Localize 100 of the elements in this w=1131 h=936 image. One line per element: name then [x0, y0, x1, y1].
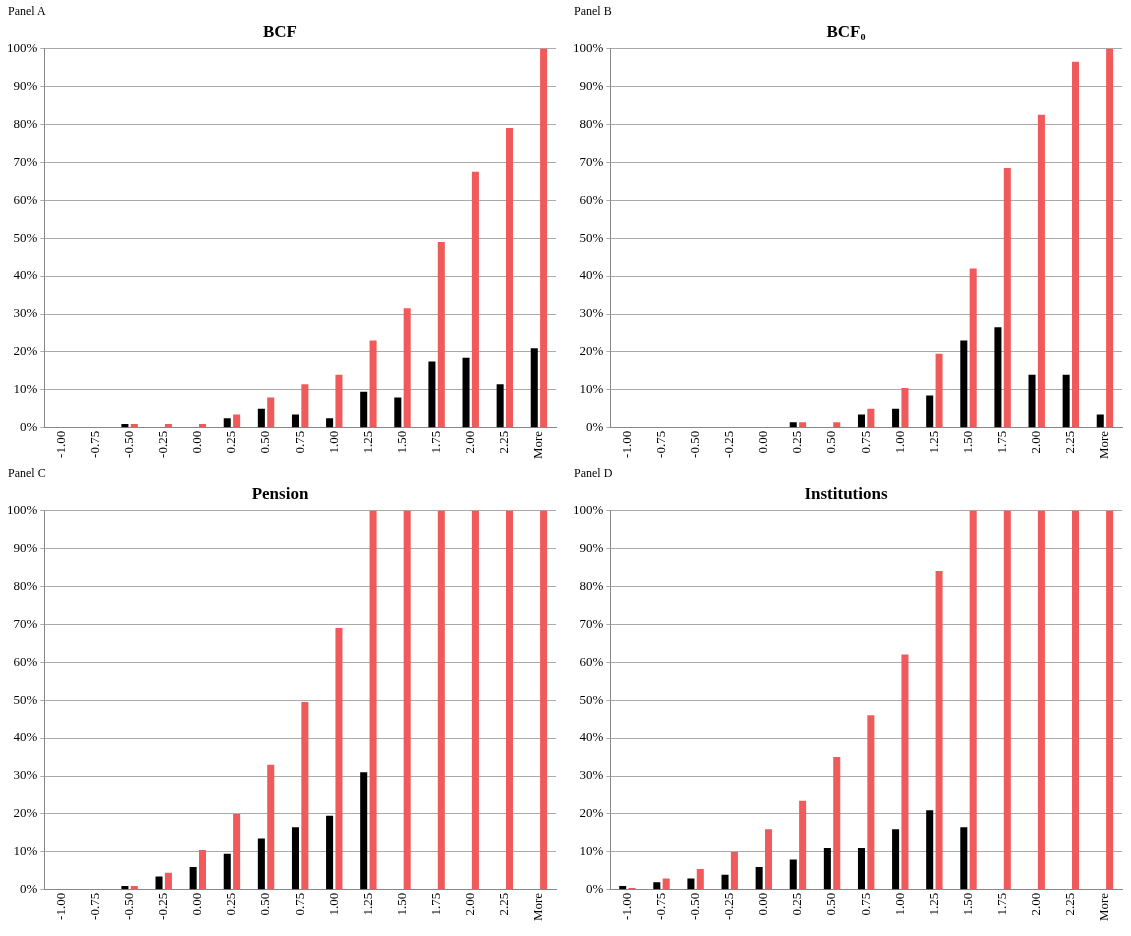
x-tick-label: 2.00 [462, 430, 478, 454]
x-tick-label: 1.00 [325, 430, 341, 454]
bar [730, 851, 738, 890]
bar [233, 414, 241, 428]
x-tick-label: -0.25 [721, 892, 737, 920]
bar [155, 876, 163, 890]
x-tick-label: 0.50 [257, 430, 273, 454]
x-tick-label: 0.75 [857, 892, 873, 916]
y-tick-label: 40% [13, 267, 38, 283]
x-tick-label: -0.50 [121, 430, 137, 458]
x-tick-label: 0.25 [223, 430, 239, 454]
bar [506, 510, 514, 890]
x-tick-label: 1.50 [393, 892, 409, 916]
chart-subtitle: Panel B [573, 4, 613, 20]
bar [892, 829, 900, 890]
bar [223, 418, 231, 428]
bar [789, 422, 797, 428]
x-tick-label: -1.00 [52, 430, 68, 458]
bar [360, 391, 368, 428]
y-tick-label: 90% [579, 539, 604, 555]
x-tick-label: More [530, 892, 546, 922]
bar [960, 340, 968, 428]
bar [857, 414, 865, 428]
x-tick-label: 0.50 [823, 892, 839, 916]
x-tick-label: 1.00 [891, 430, 907, 454]
bar [969, 510, 977, 890]
x-tick-label: -0.75 [86, 430, 102, 458]
x-tick-label: 1.50 [393, 430, 409, 454]
bar [935, 571, 943, 890]
x-tick-label: -0.25 [721, 430, 737, 458]
bar [789, 859, 797, 890]
x-tick-label: 1.50 [959, 892, 975, 916]
bar [892, 408, 900, 428]
x-tick-label: -0.50 [121, 892, 137, 920]
x-tick-label: 0.25 [789, 430, 805, 454]
x-tick-label: 2.25 [1062, 892, 1078, 916]
x-tick-label: 0.75 [291, 892, 307, 916]
y-tick-label: 80% [579, 577, 604, 593]
y-tick-label: 30% [579, 767, 604, 783]
y-tick-label: 90% [13, 77, 38, 93]
bar [823, 848, 831, 890]
bar [687, 878, 695, 890]
y-tick-label: 30% [579, 305, 604, 321]
bar [121, 886, 129, 890]
bar [1096, 414, 1104, 428]
bar [267, 764, 275, 890]
y-tick-label: 40% [579, 267, 604, 283]
x-tick-label: 2.25 [1062, 430, 1078, 454]
y-tick-label: 80% [13, 115, 38, 131]
y-tick-label: 60% [579, 191, 604, 207]
bar [471, 510, 479, 890]
y-tick-label: 100% [572, 39, 604, 55]
y-tick-label: 80% [13, 577, 38, 593]
bar [765, 829, 773, 890]
x-tick-label: -0.75 [652, 892, 668, 920]
x-tick-label: 0.00 [755, 892, 771, 916]
bar [506, 128, 514, 428]
bar [969, 268, 977, 428]
bar [530, 348, 538, 428]
bar [164, 872, 172, 890]
bar [926, 395, 934, 428]
x-tick-label: 2.00 [1028, 430, 1044, 454]
bar [1003, 510, 1011, 890]
x-tick-label: 1.25 [359, 892, 375, 916]
bar [403, 510, 411, 890]
bar [994, 327, 1002, 428]
bar [369, 510, 377, 890]
y-tick-label: 50% [13, 691, 38, 707]
x-tick-label: 2.00 [462, 892, 478, 916]
x-tick-label: More [1096, 892, 1112, 922]
x-tick-label: 1.75 [428, 430, 444, 454]
bar [1106, 510, 1114, 890]
x-tick-label: 1.25 [359, 430, 375, 454]
chart-title: BCF [263, 21, 297, 41]
y-tick-label: 100% [6, 39, 38, 55]
y-tick-label: 70% [13, 153, 38, 169]
y-tick-label: 70% [13, 615, 38, 631]
bar [403, 308, 411, 428]
x-tick-label: 0.00 [189, 892, 205, 916]
x-tick-label: 1.50 [959, 430, 975, 454]
bar [257, 408, 265, 428]
bar [867, 408, 875, 428]
y-tick-label: 50% [579, 691, 604, 707]
bar [199, 424, 207, 428]
y-tick-label: 50% [579, 229, 604, 245]
bar [326, 418, 334, 428]
x-tick-label: -0.50 [687, 892, 703, 920]
bar [437, 241, 445, 428]
x-tick-label: 0.75 [857, 430, 873, 454]
bar [233, 813, 241, 890]
y-tick-label: 70% [579, 615, 604, 631]
x-tick-label: 2.00 [1028, 892, 1044, 916]
x-tick-label: 0.75 [291, 430, 307, 454]
bar [960, 827, 968, 890]
y-tick-label: 20% [13, 805, 38, 821]
x-tick-label: 0.00 [189, 430, 205, 454]
x-tick-label: More [1096, 430, 1112, 460]
y-tick-label: 0% [19, 881, 38, 897]
bar [935, 353, 943, 428]
y-tick-label: 30% [13, 767, 38, 783]
